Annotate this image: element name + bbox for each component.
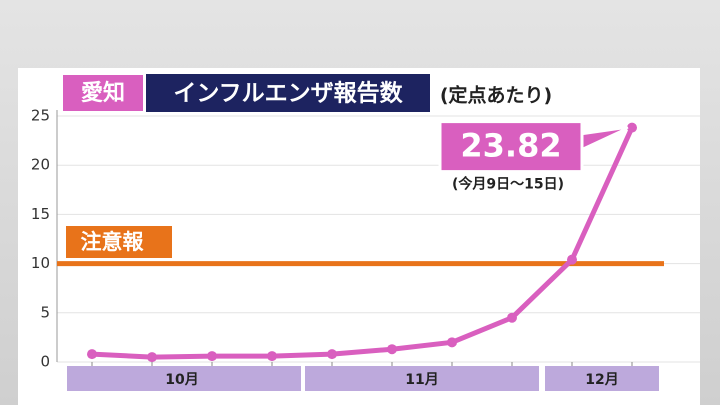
y-tick-label: 0 [40, 353, 50, 371]
x-group-label: 10月 [165, 372, 198, 388]
month-band [67, 366, 301, 391]
data-label: 23.82 [460, 127, 561, 165]
y-tick-label: 15 [31, 205, 50, 223]
title-box [146, 74, 430, 112]
data-point [327, 349, 337, 360]
subtitle: (定点あたり) [440, 84, 552, 107]
callout-note: (今月9日～15日) [452, 176, 564, 193]
data-point [207, 351, 217, 362]
threshold-label-box [66, 226, 172, 258]
data-point [507, 312, 517, 323]
title-tag-box [61, 73, 145, 113]
y-tick-label: 25 [31, 107, 50, 125]
data-point [447, 337, 457, 348]
month-band [545, 366, 659, 391]
data-point [387, 344, 397, 355]
callout-box [438, 120, 584, 174]
title-tag: 愛知 [81, 80, 125, 106]
data-point [627, 122, 637, 133]
data-point [147, 352, 157, 363]
month-band [305, 366, 539, 391]
y-tick-label: 5 [40, 303, 50, 321]
x-group-label: 12月 [585, 372, 618, 388]
x-group-label: 11月 [405, 372, 438, 388]
data-point [87, 349, 97, 360]
data-point [567, 254, 577, 265]
data-line [91, 126, 635, 360]
data-point [267, 351, 277, 362]
y-tick-label: 20 [31, 156, 50, 174]
chart-title: インフルエンザ報告数 [173, 80, 403, 107]
y-tick-label: 10 [31, 254, 50, 272]
threshold-label: 注意報 [81, 230, 145, 254]
